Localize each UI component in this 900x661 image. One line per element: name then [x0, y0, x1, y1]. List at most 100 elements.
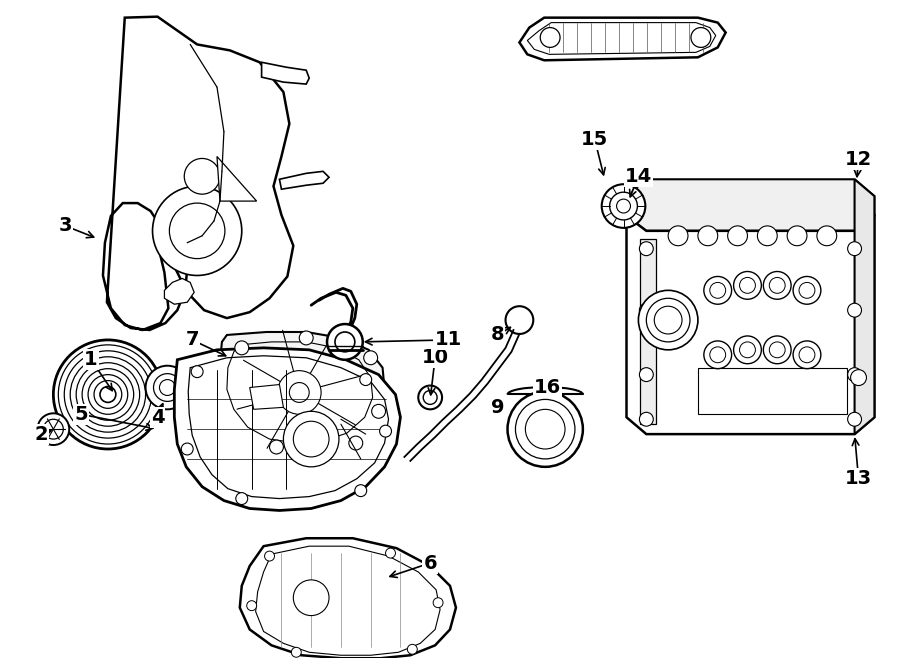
PathPatch shape	[626, 179, 875, 231]
Circle shape	[616, 199, 631, 213]
Text: 4: 4	[150, 408, 165, 427]
Text: 2: 2	[35, 424, 49, 444]
Text: 7: 7	[185, 330, 199, 350]
Text: 8: 8	[491, 325, 504, 344]
Circle shape	[100, 387, 116, 403]
Circle shape	[691, 28, 711, 48]
Circle shape	[740, 342, 755, 358]
Circle shape	[639, 303, 653, 317]
Circle shape	[638, 290, 698, 350]
Circle shape	[799, 347, 815, 363]
Circle shape	[235, 341, 248, 355]
Text: 6: 6	[423, 553, 437, 572]
PathPatch shape	[103, 17, 293, 330]
Circle shape	[727, 226, 748, 246]
PathPatch shape	[214, 332, 384, 451]
Circle shape	[668, 226, 688, 246]
Text: 14: 14	[625, 167, 652, 186]
Text: 10: 10	[421, 348, 448, 368]
Circle shape	[154, 373, 181, 401]
Circle shape	[372, 405, 385, 418]
PathPatch shape	[262, 62, 310, 84]
Text: 15: 15	[581, 130, 608, 149]
Circle shape	[247, 601, 256, 611]
Circle shape	[639, 412, 653, 426]
Circle shape	[770, 342, 785, 358]
Circle shape	[38, 413, 69, 445]
Circle shape	[349, 436, 363, 450]
Text: 13: 13	[845, 469, 872, 488]
Circle shape	[704, 276, 732, 304]
Text: 16: 16	[534, 378, 561, 397]
Circle shape	[300, 331, 313, 345]
Circle shape	[848, 303, 861, 317]
Text: 5: 5	[75, 405, 88, 424]
PathPatch shape	[165, 278, 194, 304]
Text: 12: 12	[845, 150, 872, 169]
Circle shape	[850, 369, 867, 385]
Circle shape	[799, 282, 815, 298]
Circle shape	[793, 341, 821, 369]
Circle shape	[284, 411, 339, 467]
Circle shape	[146, 366, 189, 409]
Circle shape	[277, 371, 321, 414]
PathPatch shape	[239, 538, 456, 658]
Circle shape	[293, 421, 329, 457]
Circle shape	[355, 485, 366, 496]
Circle shape	[265, 551, 274, 561]
Circle shape	[169, 203, 225, 258]
Text: 11: 11	[435, 330, 462, 350]
PathPatch shape	[641, 239, 656, 424]
Circle shape	[710, 347, 725, 363]
PathPatch shape	[175, 348, 400, 510]
Circle shape	[191, 366, 203, 377]
Circle shape	[385, 548, 395, 558]
Circle shape	[292, 647, 302, 657]
Circle shape	[793, 276, 821, 304]
Circle shape	[184, 159, 220, 194]
Circle shape	[159, 379, 176, 395]
Circle shape	[698, 226, 717, 246]
Circle shape	[734, 272, 761, 299]
Circle shape	[236, 492, 248, 504]
PathPatch shape	[279, 171, 329, 189]
Circle shape	[423, 391, 437, 405]
Circle shape	[293, 580, 329, 615]
Text: 9: 9	[491, 398, 504, 417]
Circle shape	[290, 383, 310, 403]
Circle shape	[506, 306, 534, 334]
Circle shape	[763, 336, 791, 364]
Circle shape	[770, 278, 785, 293]
Circle shape	[43, 419, 63, 439]
Circle shape	[433, 598, 443, 607]
Circle shape	[418, 385, 442, 409]
Circle shape	[609, 192, 637, 220]
Circle shape	[788, 226, 807, 246]
Circle shape	[540, 28, 560, 48]
Circle shape	[639, 242, 653, 256]
Circle shape	[516, 399, 575, 459]
Circle shape	[710, 282, 725, 298]
PathPatch shape	[249, 385, 284, 409]
Circle shape	[848, 412, 861, 426]
Circle shape	[152, 186, 242, 276]
Text: 1: 1	[85, 350, 98, 369]
Circle shape	[181, 443, 194, 455]
PathPatch shape	[217, 157, 256, 201]
Circle shape	[364, 351, 378, 365]
Circle shape	[758, 226, 778, 246]
Circle shape	[360, 373, 372, 385]
Circle shape	[639, 368, 653, 381]
Circle shape	[526, 409, 565, 449]
PathPatch shape	[855, 179, 875, 434]
Circle shape	[327, 324, 363, 360]
Circle shape	[848, 242, 861, 256]
Circle shape	[740, 278, 755, 293]
Circle shape	[654, 306, 682, 334]
Circle shape	[734, 336, 761, 364]
Circle shape	[763, 272, 791, 299]
PathPatch shape	[519, 18, 725, 60]
Text: 3: 3	[58, 216, 72, 235]
Circle shape	[380, 425, 392, 437]
Circle shape	[704, 341, 732, 369]
